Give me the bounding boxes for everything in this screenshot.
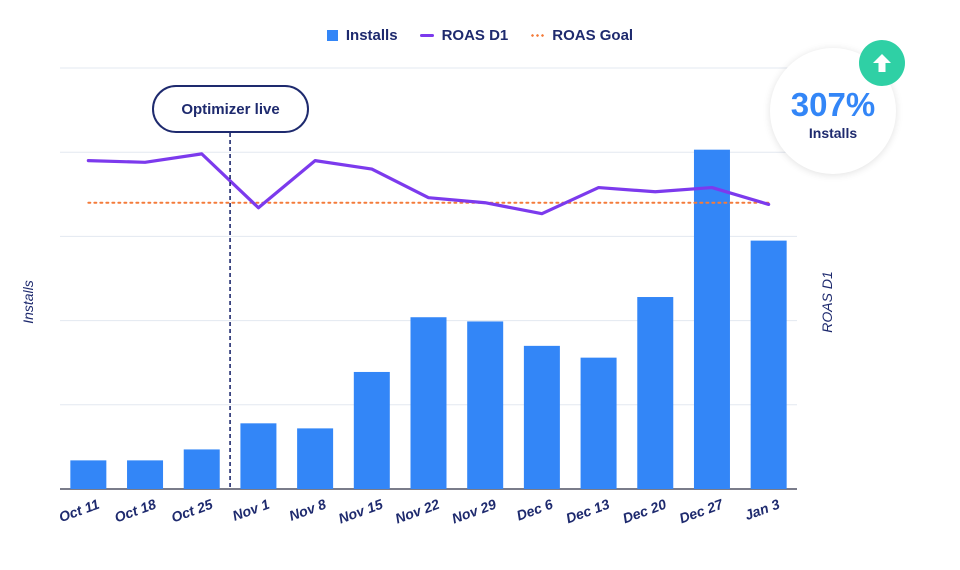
legend-item-installs[interactable]: Installs — [326, 27, 398, 44]
legend-item-roas-d1[interactable]: ROAS D1 — [419, 27, 509, 44]
annotation-label: Optimizer live — [181, 100, 280, 118]
legend-label-roas-goal: ROAS Goal — [552, 27, 634, 44]
roas-d1-line — [86, 152, 771, 216]
installs-bar — [523, 345, 560, 489]
x-tick-label: Nov 1 — [230, 496, 271, 524]
roas-goal-swatch — [530, 34, 545, 37]
installs-bar — [467, 321, 504, 489]
installs-bar — [240, 423, 277, 489]
x-tick-labels: Oct 11 Oct 18 Oct 25 Nov 1 Nov 8 Nov 15 Nov 22… — [57, 495, 782, 526]
installs-bar — [410, 317, 447, 489]
x-tick-label: Dec 27 — [677, 495, 726, 526]
roas-d1-line-group — [86, 152, 771, 216]
optimizer-live-annotation: Optimizer live — [152, 85, 309, 133]
x-tick-label: Nov 15 — [336, 496, 385, 527]
x-tick-label: Jan 3 — [743, 496, 782, 523]
stat-value: 307% — [790, 85, 876, 123]
installs-bar — [750, 240, 787, 489]
arrow-up-icon — [859, 40, 905, 86]
x-tick-label: Dec 13 — [564, 496, 612, 527]
installs-bar — [127, 460, 164, 489]
installs-bar — [353, 371, 390, 489]
x-tick-label: Oct 25 — [169, 496, 215, 526]
x-tick-label: Dec 6 — [514, 496, 555, 524]
x-tick-label: Nov 8 — [287, 496, 328, 524]
x-tick-label: Dec 20 — [620, 496, 668, 527]
legend-label-installs: Installs — [345, 27, 398, 44]
legend-item-roas-goal[interactable]: ROAS Goal — [530, 27, 633, 44]
x-tick-label: Nov 29 — [450, 496, 499, 527]
installs-bar — [693, 149, 730, 489]
installs-bars — [70, 149, 787, 489]
installs-bar — [70, 460, 107, 489]
roas-d1-swatch — [419, 34, 434, 37]
installs-bar — [297, 428, 334, 489]
y-axis-label-left: Installs — [20, 280, 36, 324]
installs-swatch — [326, 30, 338, 41]
installs-bar — [183, 449, 220, 489]
x-tick-label: Oct 11 — [57, 496, 102, 525]
x-tick-label: Nov 22 — [393, 496, 442, 527]
x-tick-label: Oct 18 — [112, 496, 158, 526]
installs-bar — [580, 357, 617, 489]
installs-bar — [637, 297, 674, 489]
y-axis-label-right: ROAS D1 — [819, 271, 835, 333]
stat-label: Installs — [808, 124, 858, 141]
chart-legend: Installs ROAS D1 ROAS Goal — [0, 27, 960, 44]
legend-label-roas-d1: ROAS D1 — [441, 27, 509, 44]
